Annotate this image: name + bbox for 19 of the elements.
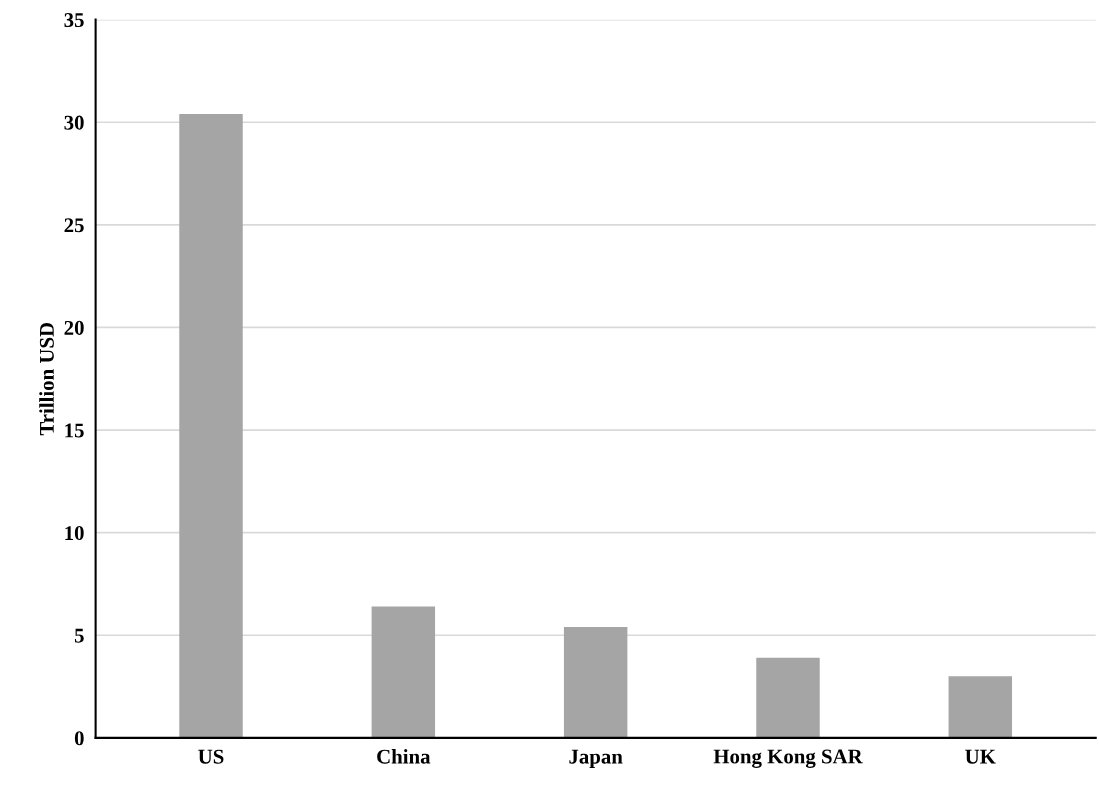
y-tick-label: 20 <box>64 320 84 335</box>
x-tick-label: Japan <box>569 749 623 768</box>
y-tick-label: 15 <box>65 423 84 438</box>
y-tick-label: 5 <box>74 628 84 643</box>
y-tick-label: 30 <box>64 115 84 130</box>
y-tick-label: 25 <box>64 218 84 233</box>
x-tick-label: UK <box>965 749 996 764</box>
x-tick-label: US <box>198 749 224 764</box>
x-tick-label: Hong Kong SAR <box>713 749 863 768</box>
y-tick-label: 35 <box>64 13 84 28</box>
bar <box>371 606 436 738</box>
y-axis-title: Trillion USD <box>39 322 54 436</box>
bar <box>563 627 628 738</box>
bar <box>756 657 820 738</box>
y-tick-label: 0 <box>74 731 84 746</box>
y-tick-label: 10 <box>65 526 84 541</box>
bar <box>179 114 243 738</box>
bar <box>948 676 1013 738</box>
x-tick-label: China <box>377 749 431 764</box>
